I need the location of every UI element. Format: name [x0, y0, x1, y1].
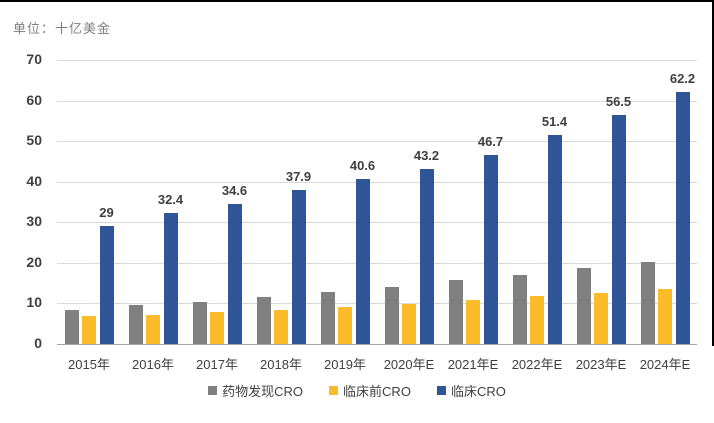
bar-临床CRO-2019年	[355, 179, 370, 344]
data-label: 40.6	[349, 158, 376, 174]
bar-临床前CRO-2015年	[82, 316, 96, 344]
data-label: 56.5	[605, 93, 632, 109]
bar-临床CRO-2024年E	[675, 91, 690, 344]
bar-临床前CRO-2018年	[274, 309, 288, 344]
x-tick-label: 2016年	[132, 357, 174, 372]
legend-label: 药物发现CRO	[222, 384, 304, 399]
gridline	[57, 60, 697, 61]
bar-药物发现CRO-2018年	[256, 297, 271, 344]
gridline	[57, 222, 697, 224]
x-tick-label: 2017年	[196, 357, 238, 372]
data-label: 62.2	[669, 70, 696, 86]
bar-临床前CRO-2022年E	[530, 296, 544, 344]
legend-item-临床前CRO: 临床前CRO	[329, 381, 411, 400]
x-axis-line	[57, 344, 697, 345]
bar-临床前CRO-2019年	[338, 307, 352, 344]
legend-item-药物发现CRO: 药物发现CRO	[208, 381, 303, 400]
data-label: 34.6	[221, 182, 248, 198]
bar-临床前CRO-2023年E	[594, 293, 608, 344]
y-tick-label: 40	[26, 172, 42, 189]
x-tick-label: 2024年E	[639, 357, 691, 372]
bar-临床前CRO-2017年	[210, 312, 224, 344]
window-top-border	[0, 0, 714, 2]
data-label: 46.7	[477, 133, 504, 149]
bar-药物发现CRO-2023年E	[576, 267, 591, 344]
x-tick-label: 2018年	[260, 357, 302, 372]
bar-临床CRO-2015年	[99, 226, 114, 344]
bar-药物发现CRO-2022年E	[512, 275, 527, 344]
bar-药物发现CRO-2019年	[320, 292, 335, 344]
x-tick-label: 2019年	[324, 357, 366, 372]
y-tick-label: 10	[26, 294, 42, 311]
y-tick-label: 30	[26, 213, 42, 230]
y-tick-label: 0	[34, 335, 42, 351]
data-label: 37.9	[285, 169, 312, 185]
bar-临床CRO-2020年E	[419, 168, 434, 344]
legend-label: 临床前CRO	[343, 384, 411, 399]
legend-swatch-icon	[208, 386, 218, 395]
bar-药物发现CRO-2021年E	[448, 279, 463, 344]
y-tick-label: 70	[26, 51, 42, 67]
x-tick-label: 2020年E	[383, 357, 435, 372]
x-tick-label: 2015年	[68, 357, 110, 372]
data-label: 32.4	[157, 191, 184, 207]
y-tick-label: 20	[26, 253, 42, 270]
y-tick-label: 50	[26, 132, 42, 149]
gridline	[57, 262, 697, 264]
bar-临床前CRO-2020年E	[402, 304, 416, 344]
gridline	[57, 303, 697, 305]
window-right-border	[712, 0, 714, 346]
data-label: 51.4	[541, 114, 568, 130]
legend-swatch-icon	[436, 386, 446, 395]
y-tick-label: 60	[26, 91, 42, 108]
bar-临床前CRO-2024年E	[658, 288, 672, 344]
bar-临床CRO-2018年	[291, 190, 306, 344]
chart-legend: 药物发现CRO 临床前CRO 临床CRO	[0, 381, 714, 400]
data-label: 29	[99, 205, 114, 221]
gridline	[57, 181, 697, 183]
bar-临床CRO-2021年E	[483, 154, 498, 344]
x-tick-label: 2023年E	[575, 357, 627, 372]
bar-临床CRO-2023年E	[611, 114, 626, 344]
bar-药物发现CRO-2016年	[128, 305, 143, 344]
bar-药物发现CRO-2024年E	[640, 261, 655, 344]
bar-临床CRO-2022年E	[547, 135, 562, 344]
x-tick-label: 2021年E	[447, 357, 499, 372]
unit-label: 单位：十亿美金	[13, 21, 112, 36]
legend-item-临床CRO: 临床CRO	[436, 381, 506, 400]
data-label: 43.2	[413, 147, 440, 163]
legend-swatch-icon	[329, 386, 339, 395]
legend-label: 临床CRO	[450, 384, 506, 399]
x-tick-label: 2022年E	[511, 357, 563, 372]
bar-临床前CRO-2021年E	[466, 300, 480, 344]
bar-临床前CRO-2016年	[146, 314, 160, 344]
bar-药物发现CRO-2015年	[64, 309, 79, 344]
gridline	[57, 100, 697, 102]
bar-临床CRO-2016年	[163, 212, 178, 344]
bar-药物发现CRO-2017年	[192, 301, 207, 344]
bar-药物发现CRO-2020年E	[384, 286, 399, 344]
bar-临床CRO-2017年	[227, 203, 242, 344]
gridline	[57, 141, 697, 143]
